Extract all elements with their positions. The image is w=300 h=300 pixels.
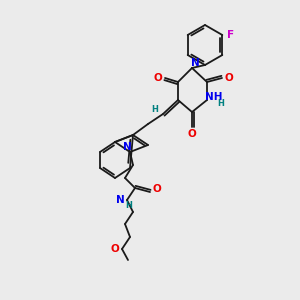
Text: O: O: [111, 244, 119, 254]
Text: O: O: [154, 73, 162, 83]
Text: N: N: [123, 142, 131, 152]
Text: H: H: [126, 200, 132, 209]
Text: O: O: [225, 73, 233, 83]
Text: F: F: [227, 30, 234, 40]
Text: O: O: [188, 129, 196, 139]
Text: H: H: [152, 104, 158, 113]
Text: H: H: [218, 98, 224, 107]
Text: NH: NH: [205, 92, 223, 102]
Text: O: O: [153, 184, 161, 194]
Text: N: N: [190, 58, 200, 68]
Text: N: N: [116, 195, 124, 205]
